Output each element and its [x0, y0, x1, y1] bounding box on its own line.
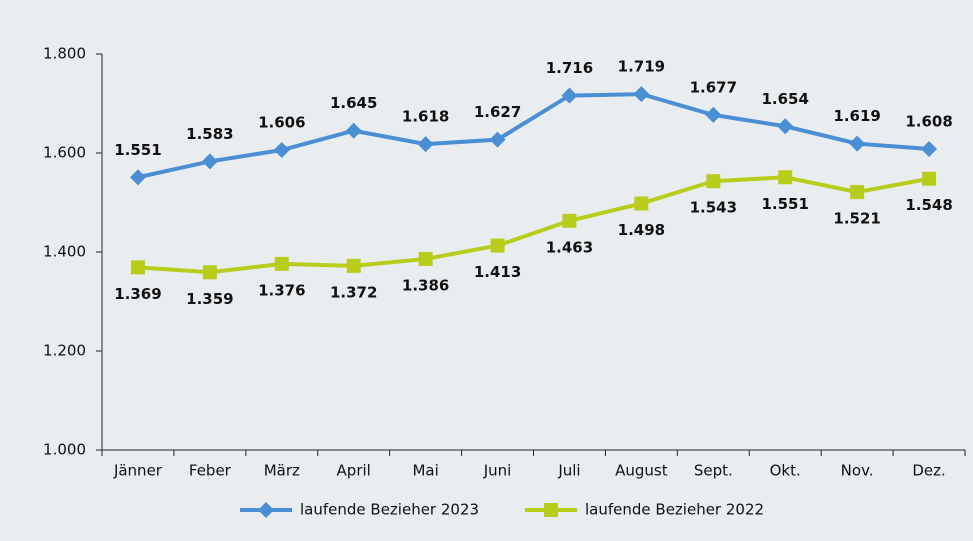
data-point [634, 196, 649, 211]
x-tick-label: Okt. [770, 462, 801, 480]
data-point [922, 171, 937, 186]
value-label: 1.551 [114, 141, 161, 159]
data-point [777, 118, 794, 135]
x-tick-label: Sept. [694, 462, 733, 480]
x-tick-label: Juli [557, 462, 580, 480]
x-tick-label: Juni [483, 462, 512, 480]
y-tick-label: 1.800 [43, 45, 86, 63]
value-label: 1.376 [258, 281, 305, 299]
y-tick-label: 1.200 [43, 342, 86, 360]
data-point [489, 131, 506, 148]
data-point [202, 265, 217, 280]
x-tick-label: August [615, 462, 668, 480]
data-point [346, 258, 361, 273]
y-tick-label: 1.000 [43, 441, 86, 459]
value-label: 1.551 [761, 195, 808, 213]
x-tick-label: März [264, 462, 300, 480]
value-label: 1.618 [402, 108, 449, 126]
y-tick-label: 1.600 [43, 144, 86, 162]
data-point [562, 213, 577, 228]
value-label: 1.372 [330, 283, 377, 301]
value-label: 1.619 [833, 107, 880, 125]
value-label: 1.608 [905, 113, 952, 131]
value-label: 1.583 [186, 125, 233, 143]
value-label: 1.606 [258, 114, 305, 132]
value-label: 1.677 [690, 78, 737, 96]
data-point [273, 142, 290, 159]
value-label: 1.386 [402, 276, 449, 294]
data-point [706, 174, 721, 189]
value-label: 1.716 [546, 59, 593, 77]
data-point [849, 135, 866, 152]
series-line [137, 92, 930, 180]
value-label: 1.521 [833, 210, 880, 228]
data-point [201, 153, 218, 170]
value-label: 1.627 [474, 103, 521, 121]
value-label: 1.369 [114, 285, 161, 303]
x-tick-label: Jänner [113, 462, 163, 480]
y-tick-label: 1.400 [43, 243, 86, 261]
data-point [490, 238, 505, 253]
data-point [129, 169, 146, 186]
value-label: 1.645 [330, 94, 377, 112]
data-point [778, 170, 793, 185]
legend-label: laufende Bezieher 2022 [585, 501, 764, 519]
x-tick-label: Mai [412, 462, 438, 480]
data-point [418, 251, 433, 266]
value-label: 1.498 [618, 221, 665, 239]
data-point [130, 260, 145, 275]
value-label: 1.654 [761, 90, 808, 108]
data-point [561, 87, 578, 104]
data-point [345, 122, 362, 139]
x-tick-label: Dez. [912, 462, 945, 480]
series-line [137, 175, 930, 275]
data-point [850, 185, 865, 200]
value-label: 1.543 [690, 199, 737, 217]
value-label: 1.359 [186, 290, 233, 308]
x-tick-label: Nov. [841, 462, 874, 480]
x-tick-label: April [337, 462, 371, 480]
value-label: 1.463 [546, 238, 593, 256]
value-label: 1.413 [474, 263, 521, 281]
data-point [417, 136, 434, 153]
x-tick-label: Feber [189, 462, 232, 480]
data-point [705, 106, 722, 123]
legend-marker [544, 503, 558, 517]
value-label: 1.548 [905, 196, 952, 214]
legend-label: laufende Bezieher 2023 [300, 501, 479, 519]
legend-marker [258, 502, 274, 518]
data-point [274, 256, 289, 271]
data-point [921, 141, 938, 158]
data-point [633, 86, 650, 103]
value-label: 1.719 [618, 58, 665, 76]
